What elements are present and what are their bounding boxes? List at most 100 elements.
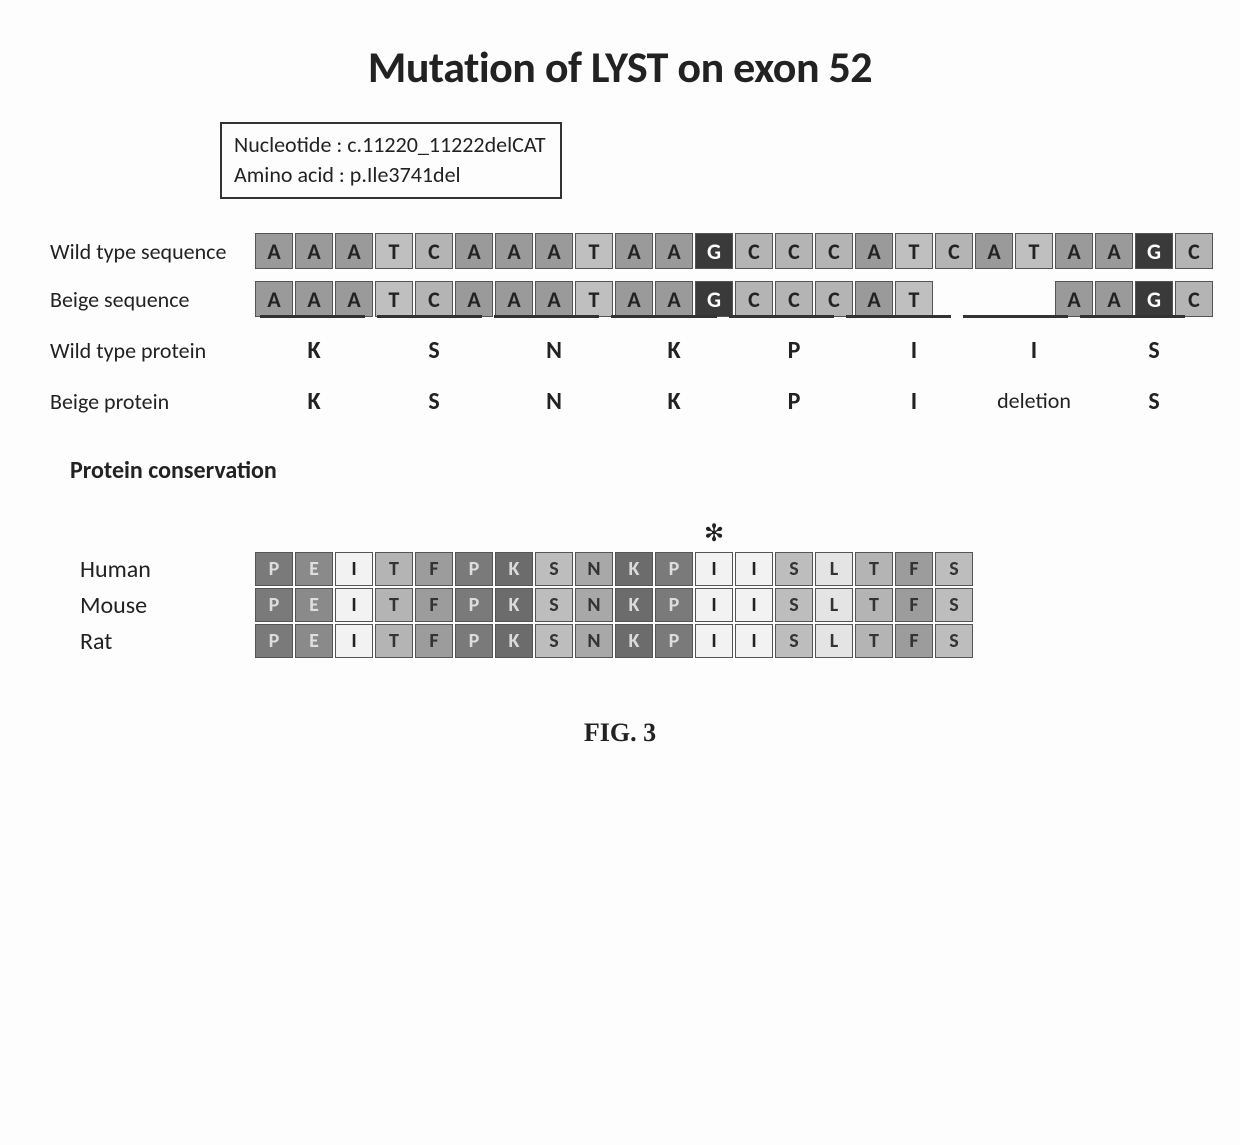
protein-cell: N [495, 387, 613, 416]
protein-cell: P [735, 387, 853, 416]
wild-protein-row: Wild type protein KSNKPIIS [50, 336, 1190, 365]
nucleotide-cell: A [335, 233, 373, 269]
aa-cell: S [935, 552, 973, 586]
figure-number: FIG. 3 [50, 718, 1190, 748]
aa-cell: S [935, 588, 973, 622]
conservation-heading: Protein conservation [70, 456, 1190, 485]
aa-cell: P [255, 588, 293, 622]
aa-cell: S [935, 624, 973, 658]
protein-cell: K [615, 336, 733, 365]
figure-title: Mutation of LYST on exon 52 [50, 40, 1190, 94]
nucleotide-cell: G [695, 233, 733, 269]
aa-cell: K [615, 552, 653, 586]
nucleotide-cell: A [535, 233, 573, 269]
nucleotide-cell: A [255, 233, 293, 269]
beige-sequence-label: Beige sequence [50, 286, 255, 313]
nucleotide-cell: A [855, 281, 893, 317]
wild-sequence: AAATCAAATAAGCCCATCATAAGC [255, 233, 1213, 269]
aa-cell: L [815, 624, 853, 658]
nucleotide-line: Nucleotide : c.11220_11222delCAT [234, 130, 546, 160]
aa-cell: P [655, 624, 693, 658]
nucleotide-cell: A [295, 281, 333, 317]
aa-cell: T [855, 624, 893, 658]
aa-cell: P [255, 552, 293, 586]
protein-cell: I [975, 336, 1093, 365]
aa-cell: L [815, 588, 853, 622]
nucleotide-cell: T [575, 281, 613, 317]
aa-cell: T [375, 624, 413, 658]
nucleotide-cell: A [1095, 233, 1133, 269]
aa-cell: K [615, 624, 653, 658]
aa-cell: S [535, 588, 573, 622]
aa-cell: I [735, 552, 773, 586]
aa-cell: I [735, 588, 773, 622]
aa-cell: I [695, 624, 733, 658]
nucleotide-cell: A [655, 281, 693, 317]
aa-cell: F [415, 624, 453, 658]
nucleotide-cell: C [735, 281, 773, 317]
nucleotide-cell: A [335, 281, 373, 317]
aa-cell: S [535, 552, 573, 586]
protein-cell: S [375, 387, 493, 416]
aa-cell: S [775, 552, 813, 586]
protein-cell: S [375, 336, 493, 365]
protein-cell: I [855, 336, 973, 365]
conservation-row: HumanPEITFPKSNKPIISLTFS [50, 552, 1190, 586]
protein-cell: K [255, 336, 373, 365]
nucleotide-cell: C [415, 281, 453, 317]
aa-cell: K [495, 624, 533, 658]
nucleotide-cell: T [895, 233, 933, 269]
wild-protein: KSNKPIIS [255, 336, 1213, 365]
amino-acid-line: Amino acid : p.Ile3741del [234, 160, 546, 190]
conservation-species-label: Mouse [50, 591, 255, 620]
nucleotide-cell: A [1055, 281, 1093, 317]
nucleotide-cell: C [815, 281, 853, 317]
aa-cell: T [375, 552, 413, 586]
protein-cell: N [495, 336, 613, 365]
protein-cell: P [735, 336, 853, 365]
aa-cell: I [335, 588, 373, 622]
nucleotide-cell: T [1015, 233, 1053, 269]
nucleotide-cell: T [375, 233, 413, 269]
nucleotide-cell: A [615, 281, 653, 317]
aa-cell: S [775, 588, 813, 622]
beige-protein-row: Beige protein KSNKPIdeletionS [50, 387, 1190, 416]
protein-cell: I [855, 387, 973, 416]
sequence-block: Wild type sequence AAATCAAATAAGCCCATCATA… [50, 233, 1190, 416]
aa-cell: E [295, 588, 333, 622]
nucleotide-cell: A [975, 233, 1013, 269]
nucleotide-cell: C [415, 233, 453, 269]
aa-cell: P [455, 552, 493, 586]
beige-sequence-row: Beige sequence AAATCAAATAAGCCCATAAGC [50, 281, 1190, 317]
conservation-row: MousePEITFPKSNKPIISLTFS [50, 588, 1190, 622]
beige-protein-label: Beige protein [50, 388, 255, 415]
nucleotide-cell: A [1095, 281, 1133, 317]
aa-cell: F [895, 588, 933, 622]
mutation-info-box: Nucleotide : c.11220_11222delCAT Amino a… [220, 122, 562, 199]
aa-cell: K [495, 552, 533, 586]
aa-cell: E [295, 624, 333, 658]
nucleotide-cell: A [655, 233, 693, 269]
nucleotide-cell: A [1055, 233, 1093, 269]
aa-cell: I [335, 552, 373, 586]
aa-cell: N [575, 552, 613, 586]
conservation-row: RatPEITFPKSNKPIISLTFS [50, 624, 1190, 658]
nucleotide-cell: A [455, 233, 493, 269]
aa-cell: I [695, 552, 733, 586]
aa-cell: S [535, 624, 573, 658]
conservation-species-label: Human [50, 555, 255, 584]
nucleotide-cell: C [815, 233, 853, 269]
protein-cell: K [255, 387, 373, 416]
aa-cell: F [895, 624, 933, 658]
nucleotide-cell: A [855, 233, 893, 269]
aa-cell: P [255, 624, 293, 658]
protein-cell: K [615, 387, 733, 416]
nucleotide-cell: C [1175, 233, 1213, 269]
aa-cell: I [695, 588, 733, 622]
aa-cell: E [295, 552, 333, 586]
protein-cell: S [1095, 336, 1213, 365]
nucleotide-cell: A [495, 281, 533, 317]
nucleotide-cell: A [535, 281, 573, 317]
aa-cell: F [895, 552, 933, 586]
aa-cell: T [855, 588, 893, 622]
